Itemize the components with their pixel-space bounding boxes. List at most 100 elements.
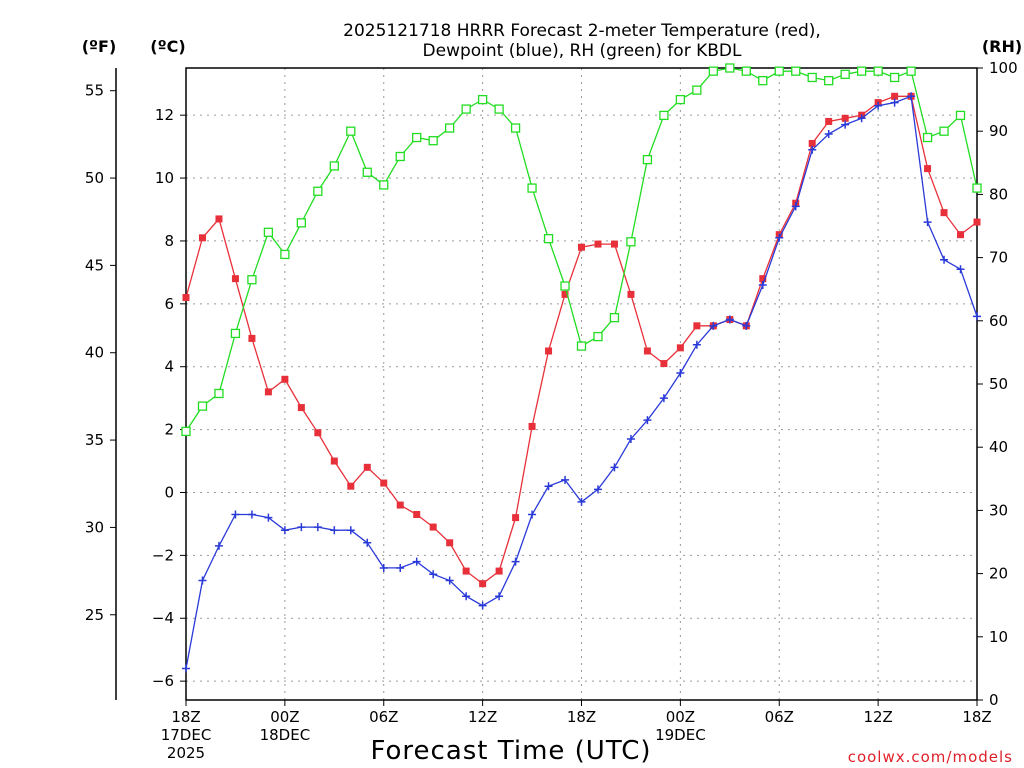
dewpoint-point bbox=[528, 510, 537, 519]
x-tick-label: 06Z bbox=[765, 708, 794, 726]
relative-humidity-point bbox=[840, 69, 850, 79]
temperature-point bbox=[660, 360, 668, 368]
x-tick-label: 12Z bbox=[863, 708, 892, 726]
dewpoint-point bbox=[330, 526, 339, 535]
dewpoint-point bbox=[561, 475, 570, 484]
relative-humidity-point bbox=[329, 161, 339, 171]
relative-humidity-point bbox=[379, 180, 389, 190]
rh-tick-label: 50 bbox=[989, 375, 1008, 393]
celsius-tick-label: 4 bbox=[164, 358, 174, 376]
relative-humidity-point bbox=[609, 312, 620, 323]
relative-humidity-point bbox=[576, 341, 587, 351]
relative-humidity-point bbox=[824, 75, 834, 86]
relative-humidity-point bbox=[527, 183, 537, 193]
dewpoint-point bbox=[247, 510, 256, 519]
temperature-point bbox=[594, 240, 602, 248]
x-tick-label: 18Z bbox=[962, 708, 991, 726]
temperature-point bbox=[248, 334, 256, 342]
relative-humidity-point bbox=[510, 123, 521, 133]
x-tick-label: 19DEC bbox=[655, 726, 706, 744]
relative-humidity-point bbox=[955, 110, 966, 121]
celsius-tick-label: 10 bbox=[155, 169, 174, 187]
temperature-point bbox=[182, 294, 190, 302]
relative-humidity-point bbox=[494, 104, 504, 114]
relative-humidity-point bbox=[313, 186, 323, 196]
celsius-tick-label: 12 bbox=[155, 106, 174, 124]
celsius-tick-label: −2 bbox=[152, 546, 174, 564]
relative-humidity-point bbox=[939, 126, 949, 136]
relative-humidity-point bbox=[708, 66, 718, 76]
temperature-point bbox=[215, 215, 223, 223]
dewpoint-point bbox=[462, 592, 471, 601]
relative-humidity-point bbox=[774, 66, 784, 76]
fahrenheit-tick-label: 55 bbox=[85, 82, 104, 100]
temperature-point bbox=[297, 404, 305, 412]
celsius-tick-label: 6 bbox=[164, 295, 174, 313]
rh-tick-label: 70 bbox=[989, 249, 1008, 267]
temperature-point bbox=[973, 218, 981, 226]
dewpoint-point bbox=[709, 321, 718, 330]
relative-humidity-point bbox=[296, 218, 307, 228]
rh-tick-label: 60 bbox=[989, 312, 1008, 330]
relative-humidity-point bbox=[725, 63, 735, 73]
temperature-point bbox=[957, 231, 965, 239]
dewpoint-point bbox=[363, 538, 372, 547]
dewpoint-point bbox=[857, 114, 866, 123]
relative-humidity-point bbox=[626, 237, 636, 247]
relative-humidity-point bbox=[692, 85, 702, 95]
dewpoint-point bbox=[511, 557, 520, 566]
relative-humidity-point bbox=[346, 126, 356, 136]
temperature-point bbox=[314, 429, 322, 437]
celsius-tick-label: −4 bbox=[152, 609, 174, 627]
rh-tick-label: 30 bbox=[989, 501, 1008, 519]
dewpoint-point bbox=[692, 340, 701, 349]
temperature-point bbox=[693, 322, 701, 330]
relative-humidity-point bbox=[642, 154, 653, 165]
dewpoint-point bbox=[643, 416, 652, 425]
dewpoint-line bbox=[185, 95, 978, 669]
relative-humidity-point bbox=[889, 72, 900, 83]
x-tick-label: 00Z bbox=[270, 708, 299, 726]
dewpoint-point bbox=[198, 576, 207, 585]
chart-title-line-2: Dewpoint (blue), RH (green) for KBDL bbox=[423, 41, 742, 61]
relative-humidity-point bbox=[263, 227, 274, 237]
temperature-point bbox=[561, 290, 569, 298]
dewpoint-point bbox=[577, 497, 586, 506]
grid-lines bbox=[185, 68, 978, 700]
x-tick-label: 18DEC bbox=[260, 726, 311, 744]
dewpoint-point bbox=[610, 463, 619, 472]
temperature-point bbox=[495, 567, 503, 575]
dewpoint-point bbox=[379, 563, 388, 572]
temperature-point bbox=[891, 92, 899, 100]
dewpoint-point bbox=[874, 101, 883, 110]
temperature-point bbox=[924, 165, 932, 173]
temperature-point bbox=[231, 275, 239, 283]
dewpoint-point bbox=[182, 664, 190, 673]
relative-humidity-point bbox=[362, 167, 372, 177]
rh-tick-label: 80 bbox=[989, 185, 1008, 203]
dewpoint-point bbox=[659, 394, 668, 403]
dewpoint-point bbox=[824, 130, 833, 139]
dewpoint-point bbox=[214, 541, 223, 550]
celsius-tick-label: 2 bbox=[164, 421, 174, 439]
x-tick-label: 18Z bbox=[567, 708, 596, 726]
temperature-point bbox=[610, 240, 618, 248]
celsius-tick-label: 0 bbox=[164, 483, 174, 501]
x-tick-label: 12Z bbox=[468, 708, 497, 726]
rh-tick-label: 20 bbox=[989, 565, 1008, 583]
temperature-point bbox=[363, 463, 371, 471]
dewpoint-point bbox=[775, 233, 784, 242]
data-series bbox=[181, 63, 982, 673]
dewpoint-point bbox=[231, 510, 240, 519]
x-tick-label: 00Z bbox=[666, 708, 695, 726]
rh-unit-label: (RH) bbox=[982, 37, 1022, 56]
x-tick-label: 17DEC bbox=[161, 726, 212, 744]
relative-humidity-point bbox=[906, 66, 916, 76]
dewpoint-point bbox=[346, 526, 355, 535]
relative-humidity-point bbox=[856, 66, 867, 76]
temperature-point bbox=[330, 457, 338, 465]
temperature-point bbox=[479, 580, 487, 588]
dewpoint-point bbox=[396, 563, 405, 572]
